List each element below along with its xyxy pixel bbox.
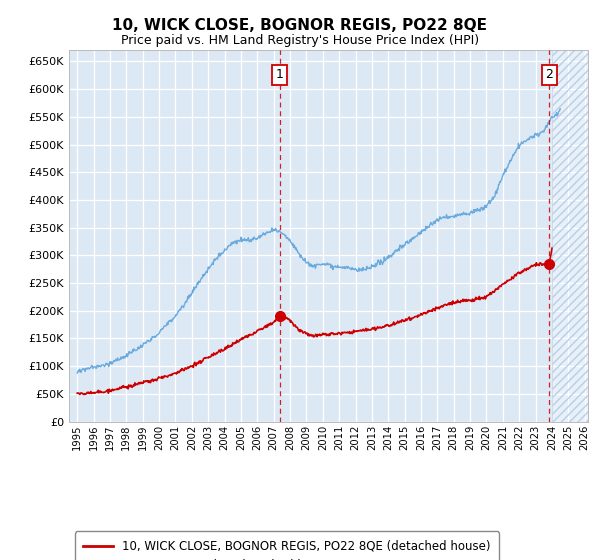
Text: Price paid vs. HM Land Registry's House Price Index (HPI): Price paid vs. HM Land Registry's House … <box>121 34 479 47</box>
Legend: 10, WICK CLOSE, BOGNOR REGIS, PO22 8QE (detached house), HPI: Average price, det: 10, WICK CLOSE, BOGNOR REGIS, PO22 8QE (… <box>75 531 499 560</box>
Bar <box>552 50 588 422</box>
Bar <box>552 50 588 422</box>
Text: 1: 1 <box>275 68 283 81</box>
Text: 2: 2 <box>545 68 553 81</box>
Text: 10, WICK CLOSE, BOGNOR REGIS, PO22 8QE: 10, WICK CLOSE, BOGNOR REGIS, PO22 8QE <box>113 18 487 32</box>
